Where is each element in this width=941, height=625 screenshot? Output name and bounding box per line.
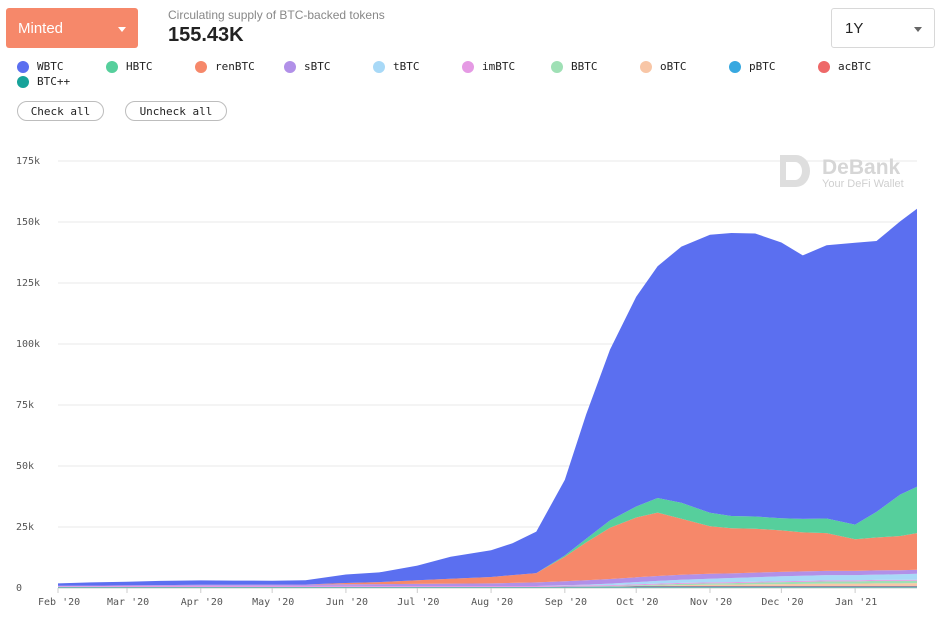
chart-legend: WBTC HBTC renBTC sBTC tBTC imBTC BBTC oBTC pBTC a… [17,59,917,89]
y-tick-label: 100k [16,339,40,350]
debank-logo-icon [780,155,810,187]
area-obtc [58,583,917,587]
y-tick-label: 150k [16,217,40,228]
area-wbtc [58,208,917,586]
y-tick-label: 125k [16,278,40,289]
y-tick-label: 0 [16,583,22,594]
chart-gridlines [58,160,917,528]
legend-item-btcplusplus[interactable]: BTC++ [17,74,106,89]
legend-item-wbtc[interactable]: WBTC [17,59,106,74]
watermark-brand: DeBank [822,156,901,179]
legend-label: oBTC [660,60,687,73]
legend-dot-icon [195,60,207,73]
area-renbtc [58,512,917,586]
chevron-down-icon [118,26,126,32]
metric-dropdown[interactable]: Minted [6,8,138,48]
area-imbtc [58,579,917,587]
metric-dropdown-label: Minted [18,19,64,37]
watermark: DeBank Your DeFi Wallet [780,155,904,190]
y-tick-label: 25k [16,522,34,533]
watermark-tagline: Your DeFi Wallet [822,178,904,190]
legend-label: BBTC [571,60,598,73]
area-pbtc [58,586,917,587]
x-tick-label: Mar '20 [107,597,149,608]
legend-dot-icon [818,60,830,73]
y-tick-label: 50k [16,461,34,472]
legend-label: pBTC [749,60,776,73]
legend-label: BTC++ [37,75,71,88]
x-tick-label: Sep '20 [545,597,587,608]
legend-item-sbtc[interactable]: sBTC [284,59,373,74]
legend-item-bbtc[interactable]: BBTC [551,59,640,74]
area-tbtc [58,573,917,587]
legend-dot-icon [17,60,29,73]
legend-label: renBTC [215,60,255,73]
x-tick-label: Feb '20 [38,597,80,608]
legend-item-renbtc[interactable]: renBTC [195,59,284,74]
area-chart: DeBank Your DeFi Wallet 175k 150k 125k 100k… [16,155,917,608]
legend-item-tbtc[interactable]: tBTC [373,59,462,74]
legend-item-hbtc[interactable]: HBTC [106,59,195,74]
legend-dot-icon [551,60,563,73]
y-tick-label: 175k [16,156,40,167]
x-tick-label: Jun '20 [326,597,368,608]
legend-item-pbtc[interactable]: pBTC [729,59,818,74]
period-dropdown-label: 1Y [845,19,864,37]
x-tick-label: Apr '20 [181,597,223,608]
x-tick-label: Jul '20 [397,597,439,608]
legend-item-acbtc[interactable]: acBTC [818,59,907,74]
uncheck-all-button[interactable]: Uncheck all [125,101,227,121]
legend-label: tBTC [393,60,420,73]
area-sbtc [58,569,917,587]
legend-label: WBTC [37,60,64,73]
legend-dot-icon [284,60,296,73]
chart-areas [58,208,917,588]
x-tick-label: May '20 [252,597,294,608]
legend-dot-icon [106,60,118,73]
x-tick-label: Nov '20 [690,597,732,608]
area-bbtc [58,580,917,587]
period-dropdown[interactable]: 1Y [831,8,935,48]
legend-dot-icon [729,60,741,73]
legend-dot-icon [640,60,652,73]
legend-dot-icon [462,60,474,73]
supply-label: Circulating supply of BTC-backed tokens [168,8,385,22]
x-tick-label: Dec '20 [761,597,803,608]
legend-label: imBTC [482,60,516,73]
chevron-down-icon [914,26,922,32]
legend-dot-icon [17,75,29,88]
supply-value: 155.43K [168,24,244,46]
x-tick-label: Aug '20 [471,597,513,608]
legend-item-obtc[interactable]: oBTC [640,59,729,74]
area-acbtc [58,586,917,587]
x-tick-label: Jan '21 [835,597,877,608]
legend-label: HBTC [126,60,153,73]
check-all-button[interactable]: Check all [17,101,104,121]
x-tick-label: Oct '20 [616,597,658,608]
chart-axes: 175k 150k 125k 100k 75k 50k 25k 0 Feb '20 Mar '20… [16,156,917,608]
legend-label: sBTC [304,60,331,73]
legend-label: acBTC [838,60,872,73]
area-hbtc [58,486,917,586]
legend-dot-icon [373,60,385,73]
legend-item-imbtc[interactable]: imBTC [462,59,551,74]
y-tick-label: 75k [16,400,34,411]
